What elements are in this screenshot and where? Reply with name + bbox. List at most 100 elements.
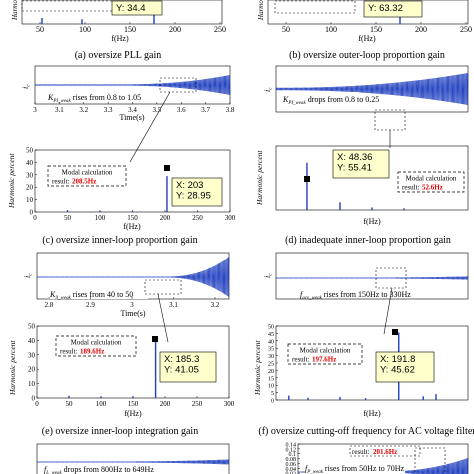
xlabel-c: f(Hz) (123, 222, 141, 231)
caption-e: (e) oversize inner-loop integration gain (42, 426, 198, 437)
x-tick-label: 100 (325, 25, 337, 34)
signal-g (36, 459, 230, 465)
time-ylabel-f: ic (263, 273, 274, 278)
modal-prefix-f: result: (292, 356, 310, 364)
x-tick-label: 3.8 (226, 106, 235, 114)
y-tick-label: 15 (268, 376, 274, 382)
signal-f (275, 276, 469, 280)
datatip-y-d: Y: 55.41 (337, 163, 372, 174)
dashed-box-a (21, 0, 115, 12)
x-tick-label: 3.1 (55, 106, 64, 114)
modal-value-h: 201.6Hz (373, 448, 397, 456)
dashed-box-b (274, 0, 356, 14)
caption-b: (b) oversize outer-loop proportion gain (289, 50, 445, 61)
time-xlabel-e: Time(s) (120, 309, 145, 318)
modal-prefix-c: result: (52, 178, 70, 186)
signal-c (34, 75, 231, 96)
datatip-x-e: X: 185.3 (164, 354, 199, 365)
x-tick-label: 50 (36, 25, 44, 34)
x-tick-label: 150 (124, 25, 136, 34)
time-ylabel-c: ic (21, 84, 32, 89)
ylabel-b: Harmonic (257, 0, 265, 21)
x-tick-label: 150 (128, 400, 139, 408)
datatip-y-c: Y: 28.95 (176, 191, 211, 202)
datatip-y-b: Y: 63.32 (368, 3, 403, 14)
x-tick-label: 100 (95, 214, 106, 222)
y-tick-label: 0 (30, 209, 34, 217)
y-tick-label: 40 (268, 339, 274, 345)
y-tick-label: 35 (268, 347, 274, 353)
dashed-region-f (375, 267, 407, 289)
signal-d (275, 72, 469, 105)
ylabel-d: Harmonic percent (255, 150, 264, 206)
y-tick-label: 20 (28, 366, 36, 374)
annotation-text-e: Kil_weak rises from 40 to 50 (49, 290, 133, 301)
y-tick-label: 45 (268, 332, 274, 338)
x-tick-label: 3.4 (128, 106, 137, 114)
modal-prefix-h: result: (352, 448, 370, 456)
y-tick-label: 0 (271, 399, 274, 405)
y-tick-label: 10 (268, 384, 274, 390)
datatip-x-d: X: 48.36 (337, 152, 372, 163)
xlabel-f: f(Hz) (363, 409, 381, 418)
x-tick-label: 3.5 (153, 106, 162, 114)
annotation-arrow (157, 293, 169, 343)
y-tick-label: 50 (268, 325, 274, 331)
x-tick-label: 50 (64, 214, 72, 222)
ylabel-c: Harmonic percent (7, 153, 16, 209)
x-tick-label: 0 (33, 214, 37, 222)
annotation-arrow (129, 91, 171, 163)
annotation-text-f: facv_weak rises from 150Hz to 330Hz (300, 290, 411, 301)
y-tick-label: 0.02 (286, 472, 297, 474)
x-tick-label: 2.9 (86, 301, 95, 309)
xlabel-a: f(Hz) (111, 34, 129, 43)
datatip-x-f: X: 191.8 (380, 354, 415, 365)
y-tick-label: 30 (28, 351, 36, 359)
y-tick-label: 40 (28, 337, 36, 345)
x-tick-label: 3 (130, 301, 134, 309)
annotation-bg-e (48, 287, 148, 299)
x-tick-label: 50 (282, 25, 290, 34)
signal-e (36, 256, 230, 297)
axes-spectrum-b (267, 0, 469, 25)
dashed-region-d (374, 109, 406, 131)
annotation-text-g: fL_weak drops from 800Hz to 649Hz (44, 465, 154, 474)
y-tick-label: 0.08 (286, 457, 297, 463)
y-tick-label: 0.06 (286, 462, 297, 468)
x-tick-label: 50 (66, 400, 74, 408)
x-tick-label: 200 (160, 214, 171, 222)
y-tick-label: 40 (26, 159, 34, 167)
x-tick-label: 250 (192, 400, 203, 408)
x-tick-label: 3.7 (201, 106, 210, 114)
datatip-y-f: Y: 45.62 (380, 365, 415, 376)
y-tick-label: 0.12 (286, 447, 297, 453)
x-tick-label: 150 (370, 25, 382, 34)
y-tick-label: 50 (26, 147, 34, 155)
datatip-box-e (159, 351, 217, 383)
time-ylabel-d: ic (263, 87, 274, 92)
annotation-text-c: KPI_weak rises from 0.8 to 1.05 (47, 93, 141, 104)
annotation-text-d: KPI_weak drops from 0.8 to 0.25 (282, 95, 379, 106)
x-tick-label: 250 (214, 25, 226, 34)
ylabel-f: Harmonic percent (253, 340, 262, 396)
x-tick-label: 300 (224, 400, 235, 408)
annotation-text-h: fP_weak rises from 50Hz to 70Hz (305, 464, 404, 474)
x-tick-label: 2.8 (45, 301, 54, 309)
datatip-marker (164, 165, 170, 171)
datatip-box-a (111, 0, 163, 16)
xlabel-d: f(Hz) (363, 217, 381, 226)
x-tick-label: 3.2 (79, 106, 88, 114)
y-tick-label: 0.1 (289, 452, 297, 458)
time-xlabel-c: Time(s) (119, 113, 144, 122)
caption-a: (a) oversize PLL gain (75, 50, 162, 61)
datatip-box-c (171, 177, 223, 207)
time-ylabel-e: ic (23, 273, 34, 278)
modal-box-d (397, 171, 465, 193)
x-tick-label: 250 (192, 214, 203, 222)
x-tick-label: 3.1 (169, 301, 178, 309)
x-tick-label: 0 (35, 400, 39, 408)
x-tick-label: 200 (169, 25, 181, 34)
y-tick-label: 20 (268, 369, 274, 375)
x-tick-label: 3.2 (211, 301, 220, 309)
y-tick-label: 0.04 (286, 467, 297, 473)
